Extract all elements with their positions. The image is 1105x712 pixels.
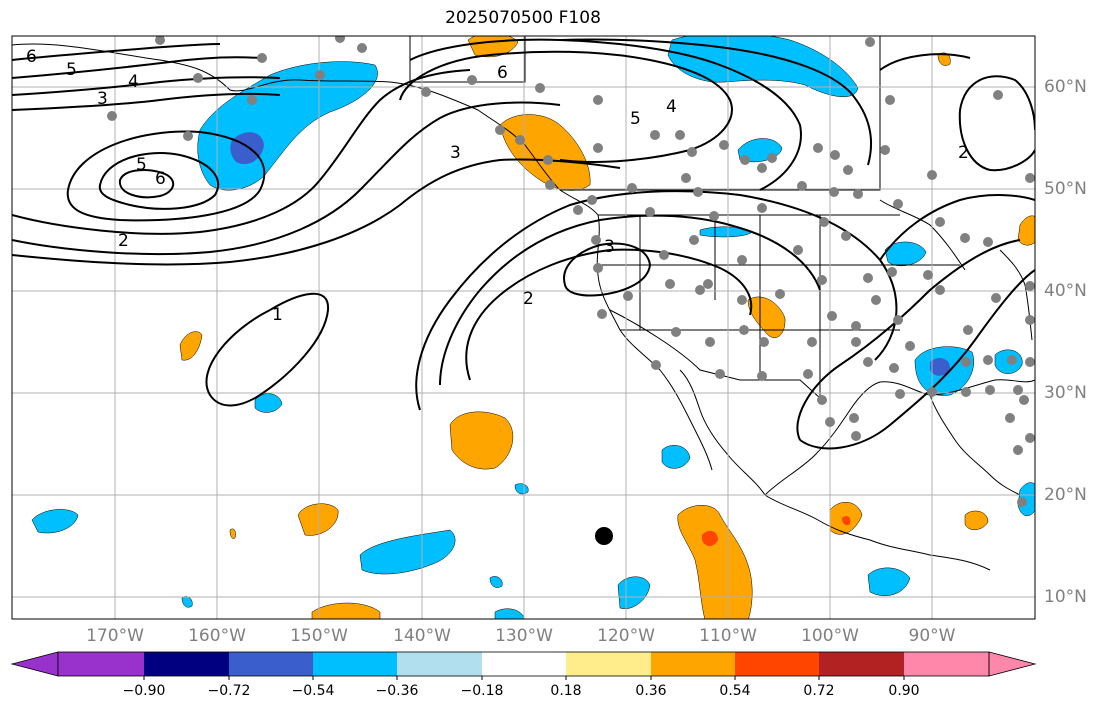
contour-label: 3: [604, 237, 615, 257]
colorbar-tick-label: −0.54: [291, 683, 335, 699]
negative-anomaly-region: [1017, 482, 1035, 516]
lat-label: 10°N: [1044, 587, 1087, 607]
contour-labels: 6 5 4 3 5 6 2 1 6 3 2 3 5 4 2: [26, 47, 969, 325]
negative-anomaly-region: [514, 483, 529, 495]
contour-label: 2: [958, 143, 969, 163]
lat-label: 60°N: [1044, 77, 1087, 97]
colorbar-tick-label: 0.18: [550, 683, 582, 699]
contour-label: 2: [523, 289, 534, 309]
colorbar-segment: [566, 652, 651, 676]
negative-anomaly-region: [254, 393, 283, 413]
positive-anomaly-core: [702, 530, 718, 546]
positive-anomaly-region: [937, 52, 951, 66]
lon-label: 140°W: [393, 626, 451, 646]
positive-anomaly-region: [179, 331, 203, 361]
colorbar-segment: [58, 652, 144, 676]
positive-anomaly-region: [229, 528, 236, 539]
coastlines: [12, 36, 1035, 571]
colorbar-tick-label: −0.36: [375, 683, 419, 699]
negative-anomaly-region: [31, 509, 79, 534]
colorbar-tick-label: −0.18: [460, 683, 504, 699]
lat-label: 40°N: [1044, 281, 1087, 301]
lon-label: 120°W: [597, 626, 655, 646]
negative-anomaly-core: [230, 132, 264, 165]
colorbar-tick-label: 0.90: [888, 683, 920, 699]
colorbar-extend-high: [988, 651, 1037, 677]
positive-anomaly-core: [842, 516, 851, 526]
positive-anomaly-region: [311, 602, 381, 619]
lon-label: 110°W: [699, 626, 757, 646]
negative-anomaly-region: [489, 576, 503, 588]
lat-label: 30°N: [1044, 383, 1087, 403]
contour-label: 5: [66, 60, 77, 80]
contour-label: 2: [118, 231, 129, 251]
lat-label: 20°N: [1044, 485, 1087, 505]
negative-anomaly-region: [867, 567, 911, 596]
station-dots: [107, 36, 1035, 507]
colorbar-tick-label: −0.90: [122, 683, 166, 699]
colorbar-segment: [397, 652, 482, 676]
colorbar-segment: [904, 652, 989, 676]
lat-label: 50°N: [1044, 179, 1087, 199]
colorbar-tick-label: −0.72: [207, 683, 251, 699]
contour-label: 4: [128, 72, 139, 92]
storm-marker: [595, 527, 613, 545]
negative-anomaly-core: [930, 358, 950, 376]
map-frame: [11, 35, 1036, 620]
lon-label: 170°W: [86, 626, 144, 646]
contour-label: 6: [497, 63, 508, 83]
contour-label: 1: [272, 305, 283, 325]
negative-anomaly-region: [494, 608, 525, 619]
positive-anomaly-region: [1017, 215, 1035, 246]
colorbar-segment: [229, 652, 313, 676]
lon-label: 160°W: [188, 626, 246, 646]
colorbar-extend-low: [10, 651, 59, 677]
positive-anomaly-region: [449, 411, 514, 470]
contour-label: 5: [136, 155, 147, 175]
colorbar-segment: [144, 652, 229, 676]
positive-anomaly-region: [677, 505, 753, 619]
contour-label: 6: [26, 47, 37, 67]
contour-label: 6: [155, 169, 166, 189]
contour-label: 4: [666, 97, 677, 117]
colorbar-segment: [819, 652, 904, 676]
lon-label: 150°W: [290, 626, 348, 646]
lon-label: 130°W: [495, 626, 553, 646]
colorbar-segment: [482, 652, 566, 676]
negative-anomaly-region: [359, 529, 456, 575]
colorbar-tick-label: 0.36: [635, 683, 667, 699]
map-title: 2025070500 F108: [445, 8, 601, 28]
colorbar-tick-label: 0.54: [719, 683, 751, 699]
lon-label: 100°W: [801, 626, 859, 646]
positive-anomaly-region: [964, 510, 989, 530]
positive-anomaly-region: [747, 296, 786, 338]
lon-label: 90°W: [908, 626, 956, 646]
colorbar-tick-label: 0.72: [803, 683, 835, 699]
grid-lines: [12, 36, 1035, 619]
colorbar-segment: [313, 652, 397, 676]
colorbar: [10, 651, 1037, 680]
colorbar-segment: [651, 652, 735, 676]
colorbar-segment: [735, 652, 819, 676]
negative-anomaly-region: [661, 445, 691, 469]
contour-label: 3: [450, 143, 461, 163]
positive-anomaly-region: [297, 503, 339, 536]
contour-label: 5: [630, 109, 641, 129]
contour-label: 3: [97, 89, 108, 109]
